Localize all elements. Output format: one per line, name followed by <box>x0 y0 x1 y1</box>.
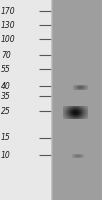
Text: 130: 130 <box>1 21 16 29</box>
Text: 40: 40 <box>1 82 11 90</box>
Text: 170: 170 <box>1 6 16 16</box>
Text: 70: 70 <box>1 50 11 60</box>
Bar <box>0 0 51 200</box>
Text: 100: 100 <box>1 34 16 44</box>
Text: 25: 25 <box>1 106 11 116</box>
Text: 55: 55 <box>1 64 11 73</box>
Text: 35: 35 <box>1 92 11 101</box>
Text: 15: 15 <box>1 134 11 142</box>
Text: 10: 10 <box>1 150 11 160</box>
